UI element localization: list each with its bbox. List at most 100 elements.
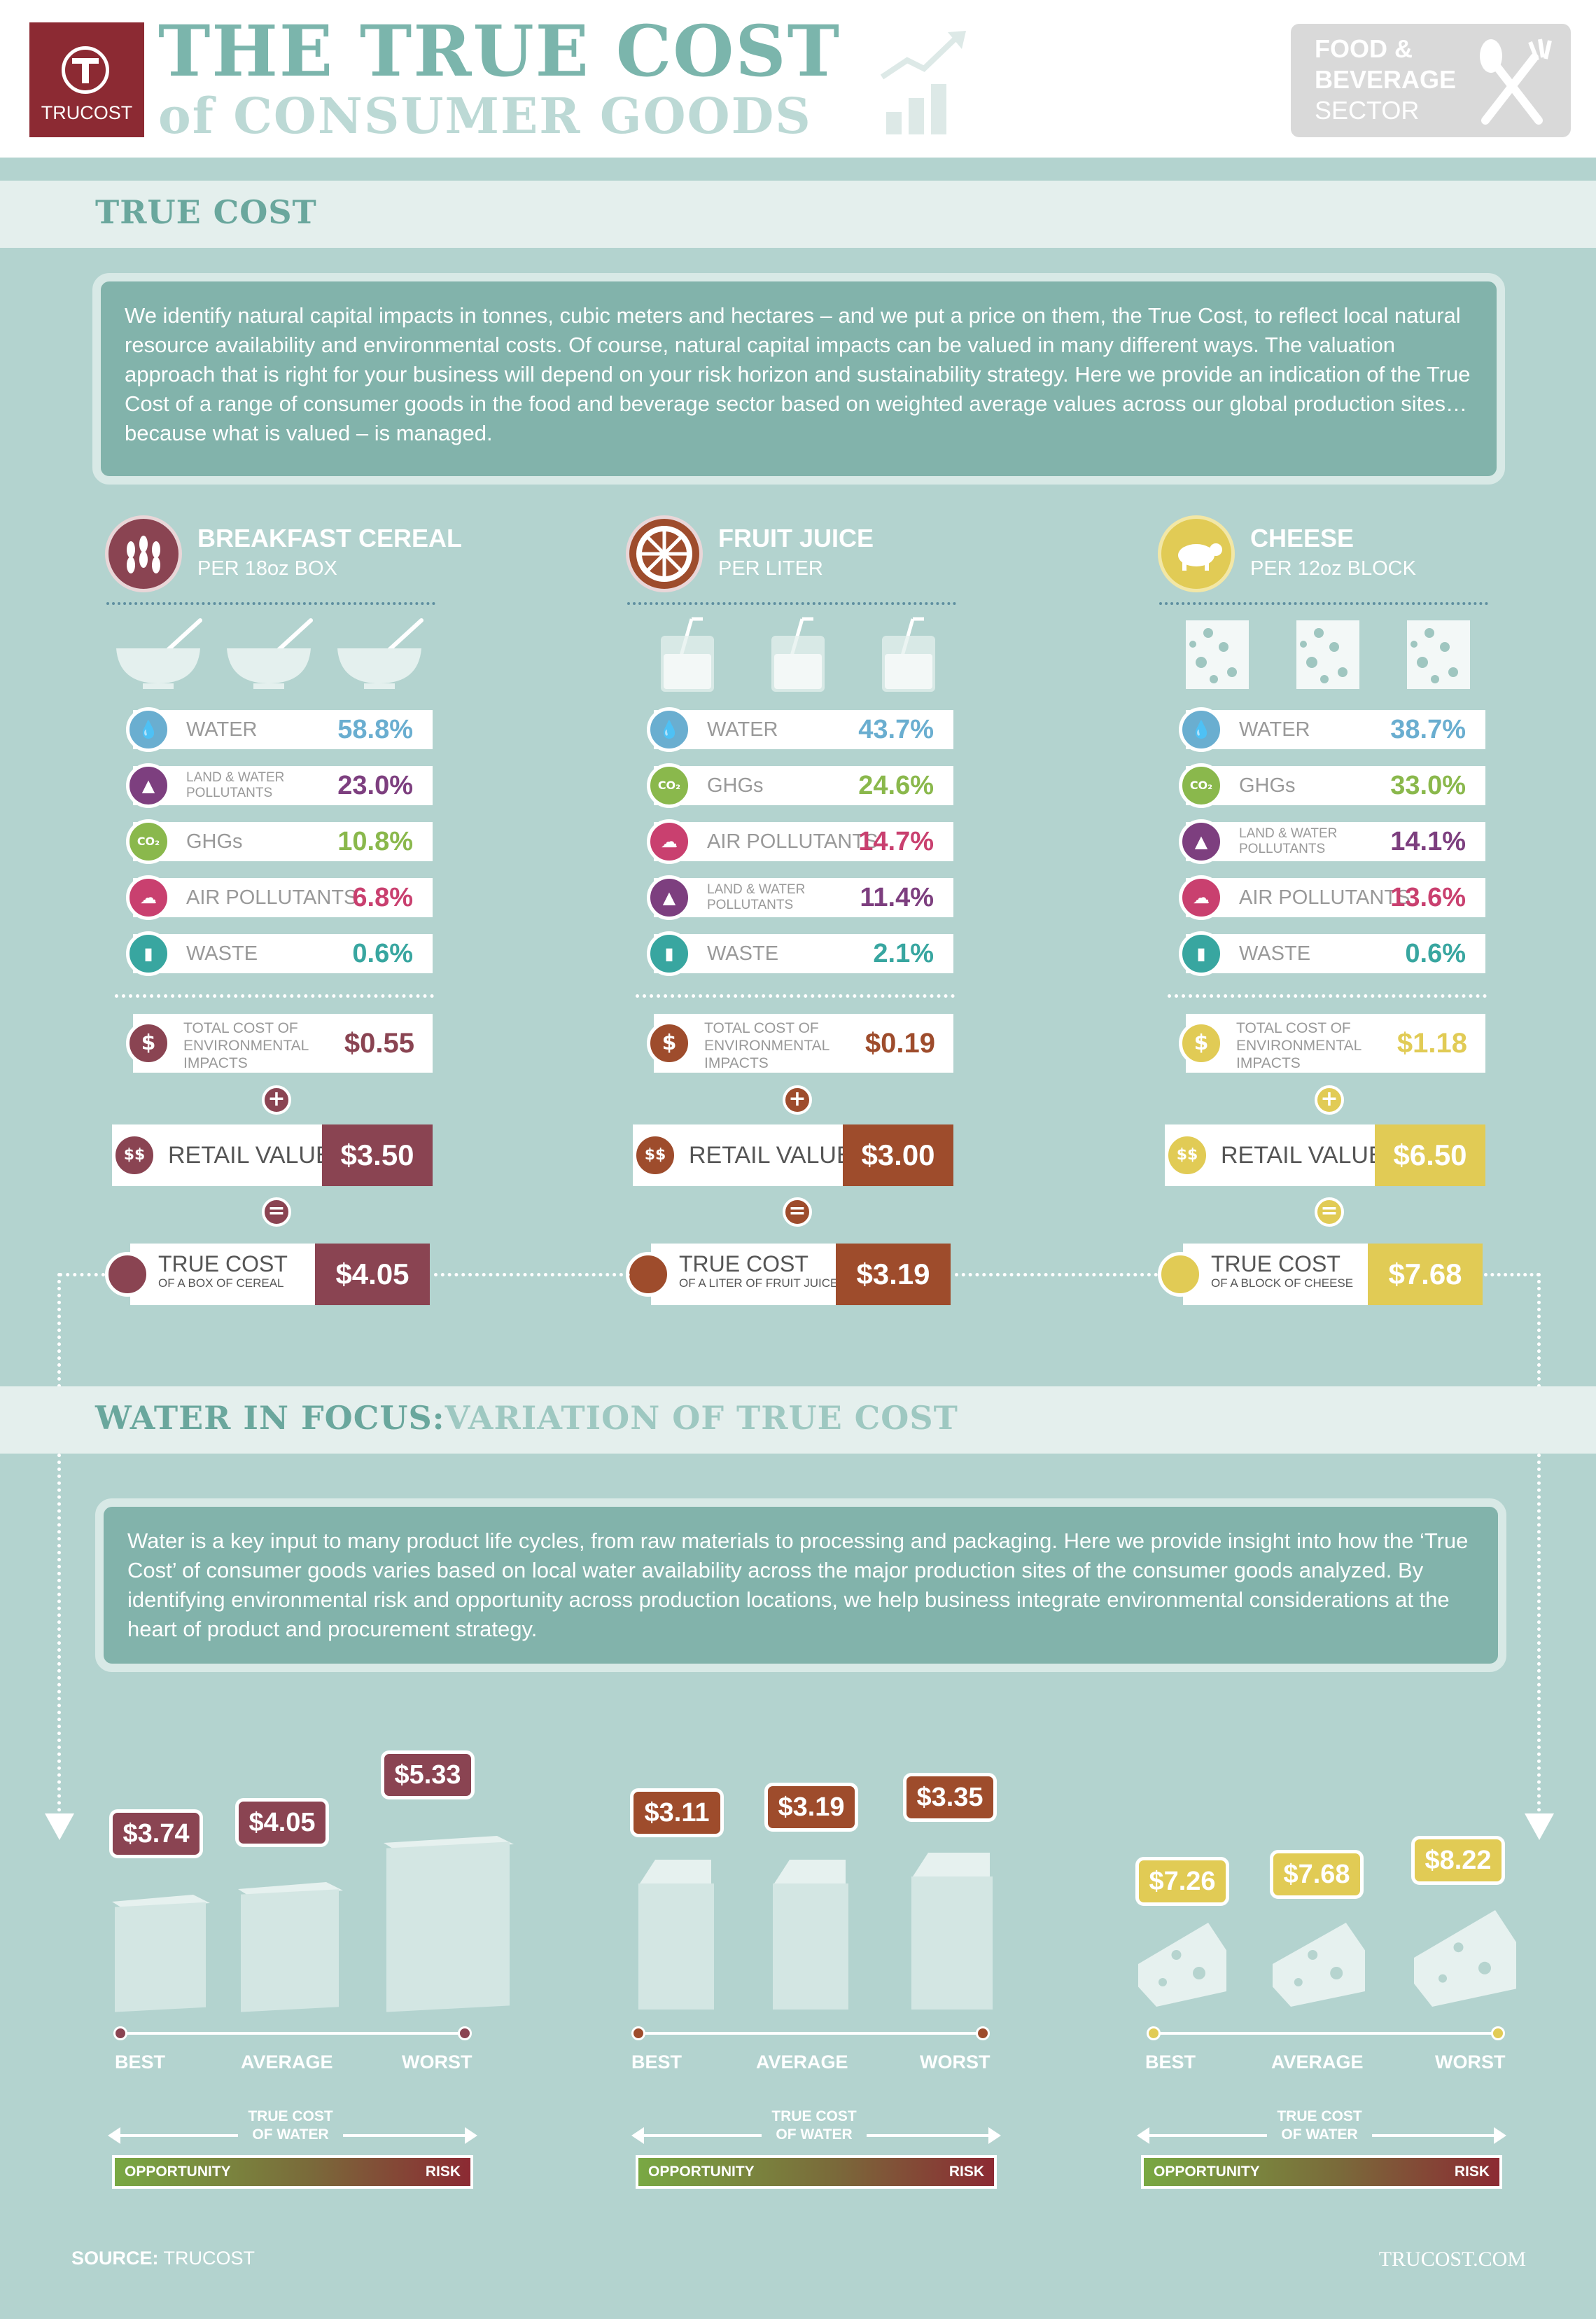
tcw-line1: TRUE COST: [1277, 2108, 1362, 2124]
waste-icon: ▮: [1179, 931, 1224, 976]
wheat-icon: [105, 515, 182, 592]
flow-line: [434, 1273, 630, 1276]
ghg-icon: CO₂: [647, 763, 692, 808]
impact-row-land_water: ▲ LAND & WATER POLLUTANTS 23.0%: [126, 763, 433, 808]
page-title: THE TRUE COST: [158, 10, 841, 92]
subtitle-rest: CONSUMER GOODS: [233, 87, 812, 145]
true-cost-label: TRUE COST OF A LITER OF FRUIT JUICE: [679, 1252, 838, 1291]
axis-line: [119, 2032, 466, 2035]
plus-icon: +: [783, 1085, 812, 1115]
double-dollar-icon: $$: [1165, 1133, 1210, 1178]
cheese-block-icon: [1275, 616, 1373, 693]
cereal-bowl-icon: [105, 1252, 150, 1297]
true-cost-of-water-label: TRUE COST OF WATER: [762, 2108, 867, 2144]
axis-dot: [458, 2026, 472, 2040]
true-cost-value: $7.68: [1368, 1244, 1483, 1305]
impact-row-water: 💧 WATER 38.7%: [1179, 707, 1485, 752]
impact-row-air: ☁ AIR POLLUTANTS 14.7%: [647, 819, 953, 864]
true-cost-label-bg: [651, 1244, 840, 1305]
impact-row-land_water: ▲ LAND & WATER POLLUTANTS 11.4%: [647, 875, 953, 920]
true-cost-subtitle: OF A BOX OF CEREAL: [158, 1276, 284, 1290]
impact-label: LAND & WATER POLLUTANTS: [1239, 826, 1338, 856]
axis-label-worst: WORST: [920, 2052, 990, 2073]
total-cost-label-3: IMPACTS: [1236, 1055, 1301, 1071]
cheese-wedge-icon: [1411, 1906, 1523, 2017]
flow-line: [59, 1273, 105, 1276]
arrow-right-icon: [1494, 2127, 1506, 2144]
product-title: FRUIT JUICE: [718, 524, 874, 552]
sector-line1: FOOD &: [1315, 34, 1413, 63]
trucost-logo[interactable]: TRUCOST: [29, 22, 144, 137]
true-cost-box: TRUE COST OF A BOX OF CEREAL $4.05: [105, 1244, 430, 1305]
total-cost-value: $0.19: [864, 1028, 935, 1059]
dollar-icon: $: [647, 1021, 692, 1066]
growth-chart-icon: [880, 31, 966, 134]
ghg-icon: CO₂: [1179, 763, 1224, 808]
water-focus-intro: Water is a key input to many product lif…: [95, 1498, 1506, 1672]
price-average: $3.19: [764, 1783, 858, 1832]
cereal-bowl-icon: [112, 616, 210, 693]
water-icon: 💧: [647, 707, 692, 752]
arrow-down-icon: [45, 1813, 74, 1840]
true-cost-title: TRUE COST: [158, 1251, 288, 1276]
water-focus-heading-main: WATER IN FOCUS:: [95, 1399, 445, 1437]
juice-glass-icon: [743, 616, 841, 693]
equals-icon: =: [783, 1197, 812, 1227]
true-cost-band: [0, 181, 1596, 248]
true-cost-box: TRUE COST OF A LITER OF FRUIT JUICE $3.19: [626, 1244, 951, 1305]
true-cost-label: TRUE COST OF A BLOCK OF CHEESE: [1211, 1252, 1353, 1291]
arrow-right-icon: [465, 2127, 477, 2144]
impact-label: WASTE: [186, 942, 258, 965]
true-cost-title: TRUE COST: [1211, 1251, 1340, 1276]
true-cost-intro: We identify natural capital impacts in t…: [92, 273, 1505, 485]
axis-label-best: BEST: [1145, 2052, 1196, 2073]
axis-line: [1152, 2032, 1499, 2035]
price-best: $3.74: [109, 1809, 203, 1858]
risk-label: RISK: [1454, 2164, 1490, 2180]
cheese-block-icon: [1165, 616, 1263, 693]
retail-value: $3.00: [843, 1124, 953, 1186]
flow-line: [1484, 1273, 1540, 1276]
tcw-line1: TRUE COST: [771, 2108, 857, 2124]
opportunity-label: OPPORTUNITY: [1154, 2164, 1260, 2180]
website-link[interactable]: TRUCOST.COM: [1378, 2248, 1526, 2271]
axis-dot: [1147, 2026, 1161, 2040]
tcw-line2: OF WATER: [776, 2126, 853, 2143]
retail-value-box: $$ RETAIL VALUE $3.50: [112, 1124, 433, 1186]
total-cost-label-3: IMPACTS: [183, 1055, 248, 1071]
impact-row-water: 💧 WATER 58.8%: [126, 707, 433, 752]
total-cost-value: $1.18: [1396, 1028, 1467, 1059]
impact-label: WASTE: [707, 942, 779, 965]
water-focus-heading: WATER IN FOCUS:VARIATION OF TRUE COST: [95, 1399, 958, 1437]
logo-text: TRUCOST: [41, 102, 133, 123]
impact-percent: 14.7%: [858, 827, 934, 856]
total-cost-label: TOTAL COST OF ENVIRONMENTAL IMPACTS: [183, 1019, 309, 1072]
equals-icon: =: [1315, 1197, 1344, 1227]
axis-label-worst: WORST: [1435, 2052, 1506, 2073]
juice-carton-icon: [907, 1848, 997, 2019]
water-focus-heading-sub: VARIATION OF TRUE COST: [444, 1399, 958, 1437]
impact-percent: 6.8%: [352, 883, 413, 912]
impact-label: WATER: [1239, 718, 1310, 741]
divider: [1159, 602, 1488, 605]
arrow-right-icon: [988, 2127, 1001, 2144]
product-title: BREAKFAST CEREAL: [197, 524, 463, 552]
page-subtitle: of CONSUMER GOODS: [158, 83, 812, 150]
source-value: TRUCOST: [163, 2248, 255, 2269]
price-best: $7.26: [1135, 1857, 1229, 1906]
cheese-wedge-icon: [1270, 1918, 1372, 2017]
true-cost-of-water-label: TRUE COST OF WATER: [1267, 2108, 1372, 2144]
juice-glass-icon: [633, 616, 731, 693]
opportunity-risk-scale: OPPORTUNITY RISK: [112, 2155, 473, 2189]
dollar-icon: $: [126, 1021, 171, 1066]
water-icon: 💧: [1179, 707, 1224, 752]
impact-percent: 2.1%: [873, 939, 934, 968]
total-cost-label-2: ENVIRONMENTAL: [183, 1038, 309, 1054]
axis-label-average: AVERAGE: [1271, 2052, 1364, 2073]
retail-label: RETAIL VALUE: [1221, 1142, 1385, 1169]
fork-knife-icon: [1480, 39, 1552, 125]
axis-line: [637, 2032, 984, 2035]
impact-row-waste: ▮ WASTE 0.6%: [1179, 931, 1485, 976]
double-dollar-icon: $$: [112, 1133, 157, 1178]
divider: [627, 602, 956, 605]
